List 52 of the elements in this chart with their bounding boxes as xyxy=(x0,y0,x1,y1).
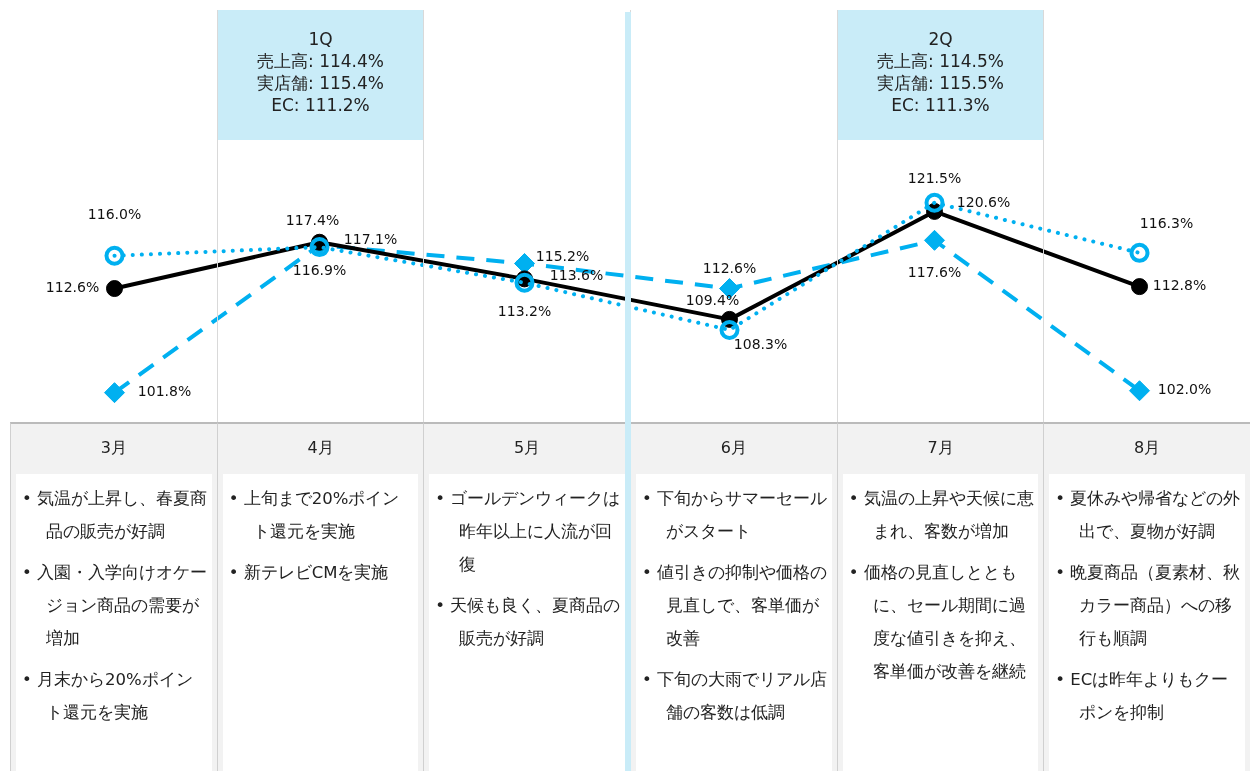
text: • 入園・入学向けオケージョン商品の需要が増加 xyxy=(21,562,208,650)
text: • 晩夏商品（夏素材、秋カラー商品）への移行も順調 xyxy=(1054,562,1241,650)
point xyxy=(106,280,123,298)
data-label: 117.6% xyxy=(907,263,962,280)
data-label: 121.5% xyxy=(907,170,962,187)
x-tick-label: 4月 xyxy=(306,437,335,459)
data-label: 116.0% xyxy=(87,206,142,223)
x-tick-label: 7月 xyxy=(926,437,955,459)
text: • 月末から20%ポイント還元を実施 xyxy=(21,669,194,724)
text: • 新テレビCMを実施 xyxy=(227,562,390,584)
data-label: 116.9% xyxy=(292,261,347,278)
text: 2Q 売上高: 114.5% 実店舗: 115.5% EC: 111.3% xyxy=(837,10,1044,140)
data-label: 112.6% xyxy=(702,260,757,277)
text: • ECは昨年よりもクーポンを抑制 xyxy=(1054,669,1230,724)
data-label: 108.3% xyxy=(733,335,788,352)
x-tick-label: 8月 xyxy=(1133,437,1162,459)
data-label: 113.2% xyxy=(497,303,552,320)
text: • 気温が上昇し、春夏商品の販売が好調 xyxy=(21,488,208,543)
x-tick-label: 6月 xyxy=(719,437,748,459)
text: • ゴールデンウィークは昨年以上に人流が回復 xyxy=(434,488,621,576)
data-label: 113.6% xyxy=(549,266,604,283)
text: • 下旬からサマーセールがスタート xyxy=(641,488,828,543)
x-tick-label: 5月 xyxy=(513,437,542,459)
point xyxy=(514,272,535,293)
text: 1Q 売上高: 114.4% 実店舗: 115.4% EC: 111.2% xyxy=(217,10,424,140)
data-label: 120.6% xyxy=(956,194,1011,211)
text: • 上旬まで20%ポイント還元を実施 xyxy=(227,488,401,543)
data-label: 109.4% xyxy=(685,292,740,309)
x-tick-label: 3月 xyxy=(99,437,128,459)
text: • 気温の上昇や天候に恵まれ、客数が増加 xyxy=(847,488,1035,543)
data-label: 112.8% xyxy=(1152,277,1207,294)
point xyxy=(514,252,535,274)
point xyxy=(104,382,125,404)
text: • 下旬の大雨でリアル店舗の客数は低調 xyxy=(641,669,828,724)
data-label: 116.3% xyxy=(1139,214,1194,231)
data-label: 117.4% xyxy=(285,211,340,228)
text: • 値引きの抑制や価格の見直しで、客単価が改善 xyxy=(641,562,828,650)
point xyxy=(1131,278,1148,296)
text: • 天候も良く、夏商品の販売が好調 xyxy=(434,595,621,650)
point xyxy=(924,192,945,213)
point xyxy=(924,229,945,251)
point xyxy=(104,245,125,266)
text: • 夏休みや帰省などの外出で、夏物が好調 xyxy=(1054,488,1241,543)
data-label: 117.1% xyxy=(343,230,398,247)
data-label: 102.0% xyxy=(1157,381,1212,398)
point xyxy=(719,319,740,340)
point xyxy=(1129,380,1150,402)
text: • 価格の見直しとともに、セール期間に過度な値引きを抑え、客単価が改善を継続 xyxy=(847,562,1027,683)
data-label: 112.6% xyxy=(45,279,100,296)
data-label: 115.2% xyxy=(535,248,590,265)
data-label: 101.8% xyxy=(137,383,192,400)
point xyxy=(1129,242,1150,263)
